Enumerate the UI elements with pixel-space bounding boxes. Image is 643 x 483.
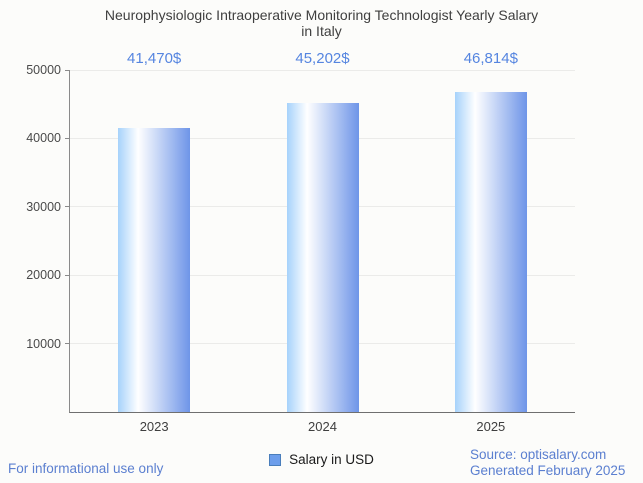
source-attribution: Source: optisalary.com Generated Februar…: [470, 447, 625, 479]
x-axis-label-2025: 2025: [476, 419, 506, 434]
y-axis-tick-10000: [65, 343, 69, 345]
chart-title-line1: Neurophysiologic Intraoperative Monitori…: [104, 7, 539, 23]
bar-2024: [286, 102, 359, 412]
y-axis-tick-50000: [65, 69, 69, 71]
chart-legend: Salary in USD: [0, 452, 643, 468]
bar-2025: [454, 91, 527, 412]
y-axis-tick-30000: [65, 206, 69, 208]
y-axis-tick-20000: [65, 274, 69, 276]
y-axis-label-40000: 40000: [26, 131, 61, 146]
y-axis-label-50000: 50000: [26, 63, 61, 77]
x-axis-label-2023: 2023: [139, 419, 169, 434]
value-label-2023: 41,470$: [127, 50, 182, 67]
gridline-50000: [70, 69, 575, 71]
legend-label: Salary in USD: [289, 452, 374, 467]
bar-2023: [118, 128, 191, 412]
value-label-2025: 46,814$: [463, 50, 518, 67]
legend-swatch-icon: [269, 454, 282, 466]
chart-title: Neurophysiologic Intraoperative Monitori…: [0, 7, 643, 39]
y-axis-tick-40000: [65, 137, 69, 139]
x-axis-label-2024: 2024: [308, 419, 337, 434]
value-label-2024: 45,202$: [295, 50, 350, 67]
disclaimer-text: For informational use only: [8, 461, 164, 476]
y-axis-label-10000: 10000: [26, 336, 61, 351]
y-axis-label-20000: 20000: [26, 268, 61, 283]
generated-line: Generated February 2025: [470, 463, 626, 478]
source-line: Source: optisalary.com: [470, 447, 607, 462]
chart-title-line2: in Italy: [301, 23, 342, 39]
plot-area: 10000 20000 30000 40000 50000 41,470$ 2023 45,2…: [26, 50, 575, 434]
y-axis-label-30000: 30000: [26, 199, 61, 214]
